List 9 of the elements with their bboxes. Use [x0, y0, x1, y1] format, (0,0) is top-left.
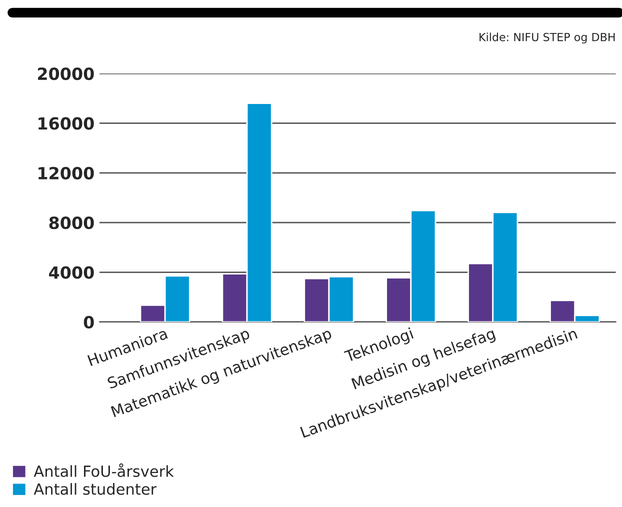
- legend-label: Antall studenter: [34, 483, 157, 495]
- y-tick-label: 8000: [49, 216, 94, 230]
- y-tick-label: 12000: [38, 166, 94, 180]
- text: Kilde: NIFU STEP og DBH: [480, 32, 615, 44]
- y-tick-label: 4000: [49, 266, 94, 279]
- y-tick-label: 0: [84, 316, 94, 329]
- y-tick-label: 20000: [38, 67, 94, 80]
- y-tick-label: 16000: [38, 117, 94, 130]
- legend-label: Antall FoU-årsverk: [34, 463, 174, 478]
